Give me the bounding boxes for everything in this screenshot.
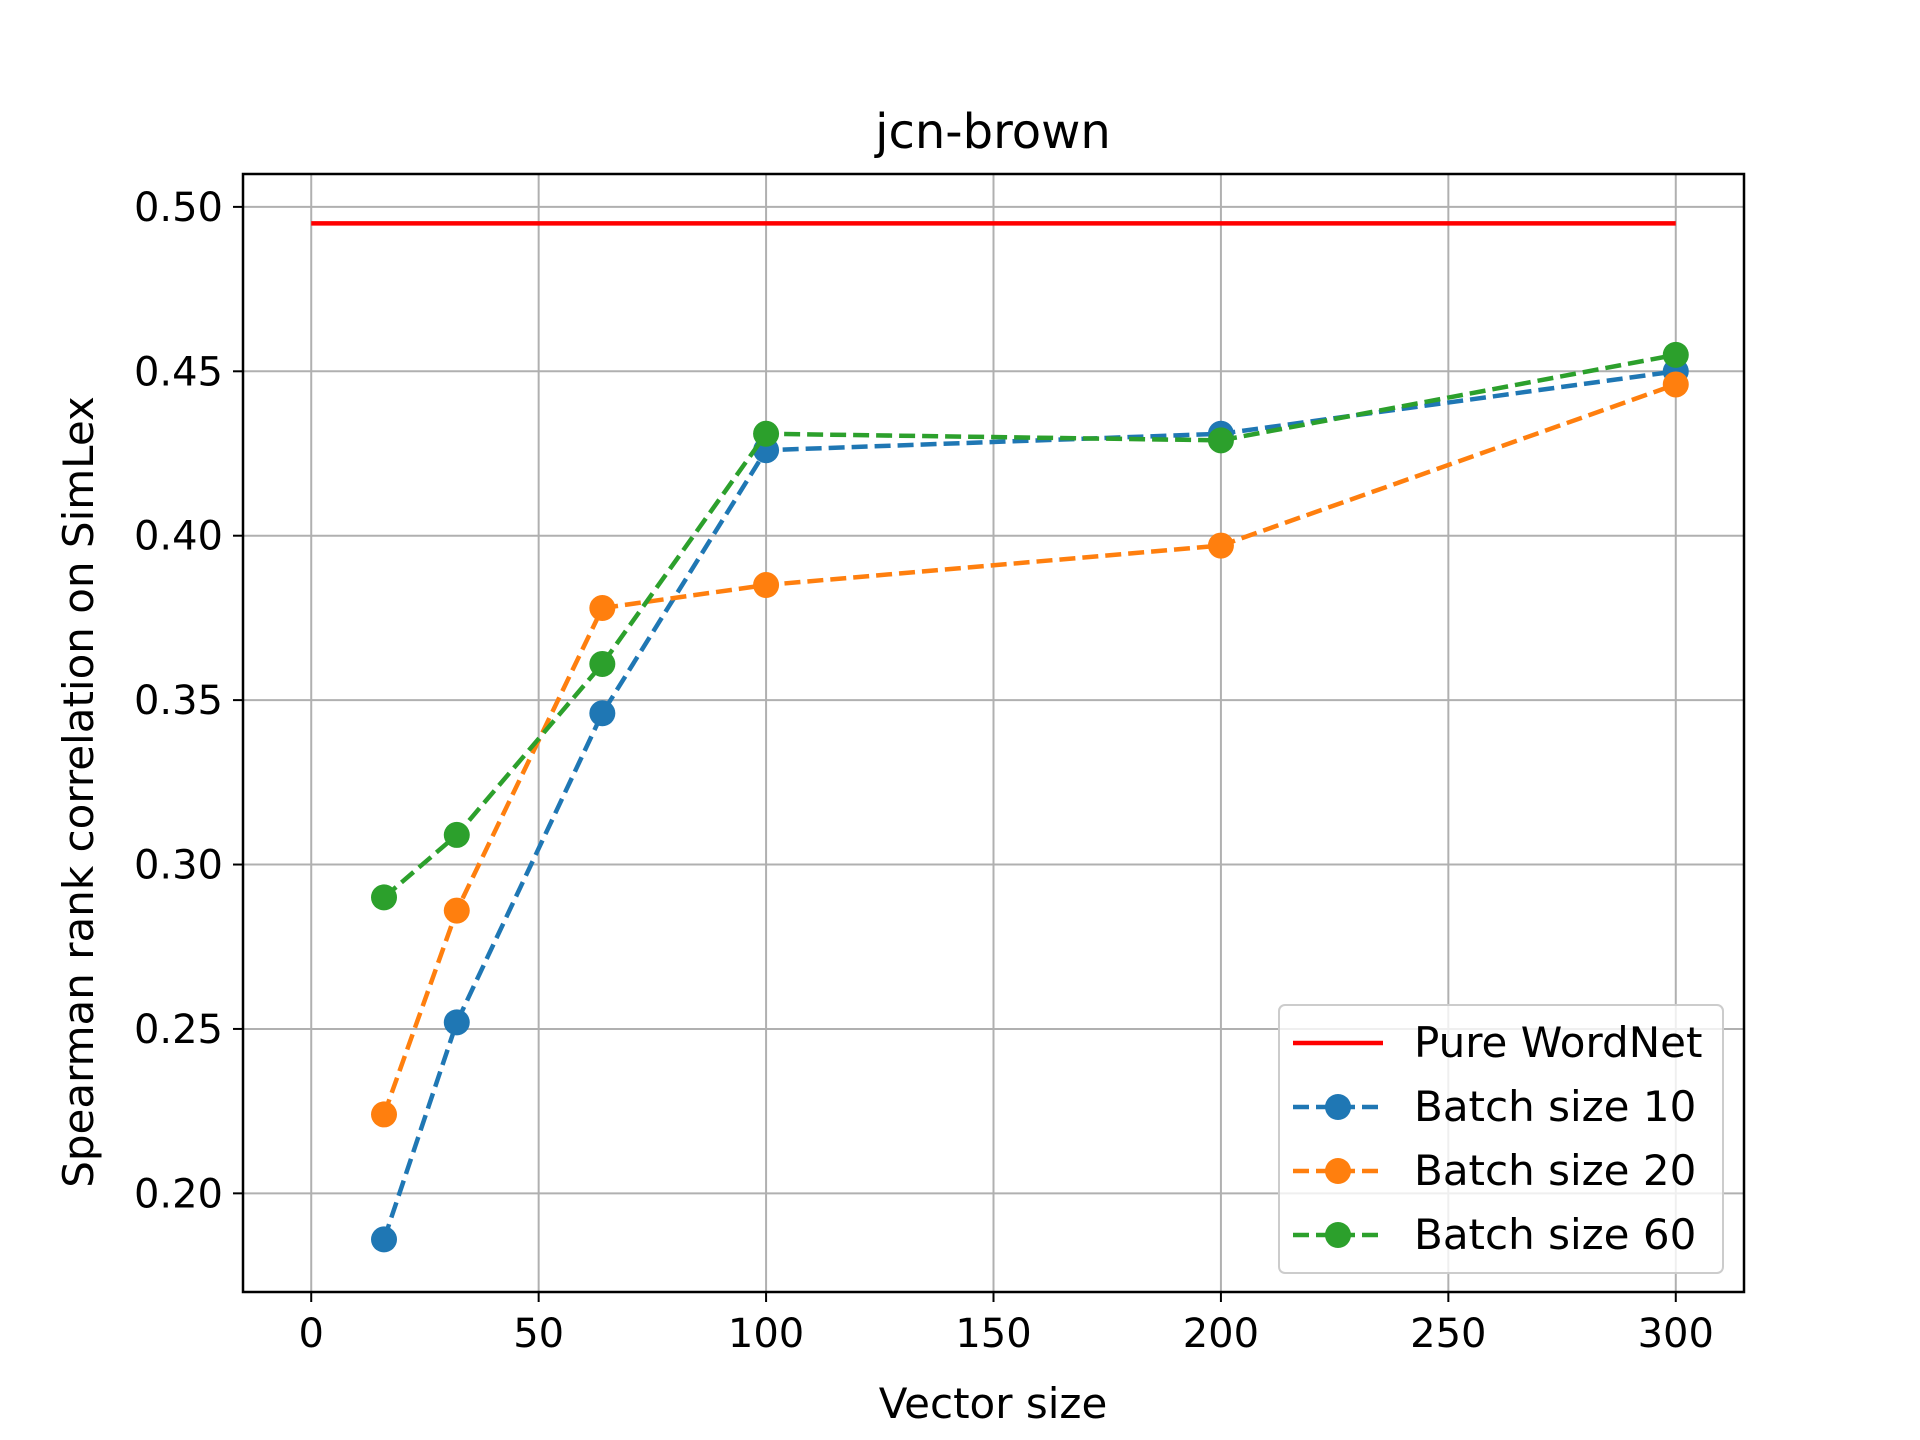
- x-tick-label: 250: [1410, 1311, 1486, 1357]
- legend: Pure WordNet Batch size 10 Batch size 20 Ba…: [1278, 1004, 1724, 1274]
- y-tick-label: 0.45: [134, 349, 223, 395]
- data-point: [1662, 341, 1689, 368]
- data-point: [753, 572, 780, 599]
- data-point: [443, 897, 470, 924]
- data-point: [589, 595, 616, 622]
- y-tick-label: 0.25: [134, 1007, 223, 1053]
- x-tick-label: 100: [728, 1311, 804, 1357]
- data-point: [371, 1101, 398, 1128]
- data-point: [589, 700, 616, 727]
- data-point: [371, 1226, 398, 1253]
- data-point: [589, 650, 616, 677]
- data-point: [1207, 532, 1234, 559]
- data-point: [443, 821, 470, 848]
- x-tick-label: 200: [1183, 1311, 1259, 1357]
- legend-label: Batch size 60: [1414, 1210, 1696, 1259]
- y-tick-label: 0.35: [134, 678, 223, 724]
- series-line: [381, 369, 1677, 1241]
- grid: [243, 174, 1744, 1292]
- data-point: [753, 420, 780, 447]
- legend-swatch-marker: [1325, 1158, 1351, 1184]
- legend-label: Batch size 20: [1414, 1146, 1696, 1195]
- chart-title: jcn-brown: [874, 104, 1111, 160]
- x-tick-label: 150: [955, 1311, 1031, 1357]
- data-point: [1207, 427, 1234, 454]
- y-tick-label: 0.40: [134, 514, 223, 560]
- series-batch-size-20: [371, 371, 1689, 1128]
- y-tick-label: 0.50: [134, 185, 223, 231]
- data-point: [371, 884, 398, 911]
- series-line: [382, 352, 1677, 900]
- legend-label: Pure WordNet: [1414, 1018, 1702, 1067]
- axis-ticks: 0 50 100 150 200 250 300 0.20 0.25 0.30 0.35 0.40 0.…: [134, 185, 1714, 1357]
- x-axis-title: Vector size: [879, 1379, 1108, 1428]
- x-tick-label: 0: [299, 1311, 324, 1357]
- legend-swatch-marker: [1325, 1222, 1351, 1248]
- legend-swatch-marker: [1325, 1094, 1351, 1120]
- data-point: [1662, 371, 1689, 398]
- series-line: [381, 382, 1677, 1116]
- x-tick-label: 300: [1638, 1311, 1714, 1357]
- y-tick-label: 0.30: [134, 843, 223, 889]
- y-axis-title: Spearman rank correlation on SimLex: [54, 396, 103, 1188]
- series-batch-size-60: [371, 341, 1689, 911]
- data-point: [443, 1009, 470, 1036]
- plot-series: [311, 221, 1689, 1253]
- y-tick-label: 0.20: [134, 1171, 223, 1217]
- x-tick-label: 50: [513, 1311, 564, 1357]
- legend-label: Batch size 10: [1414, 1082, 1696, 1131]
- legend-box: [1278, 1004, 1724, 1274]
